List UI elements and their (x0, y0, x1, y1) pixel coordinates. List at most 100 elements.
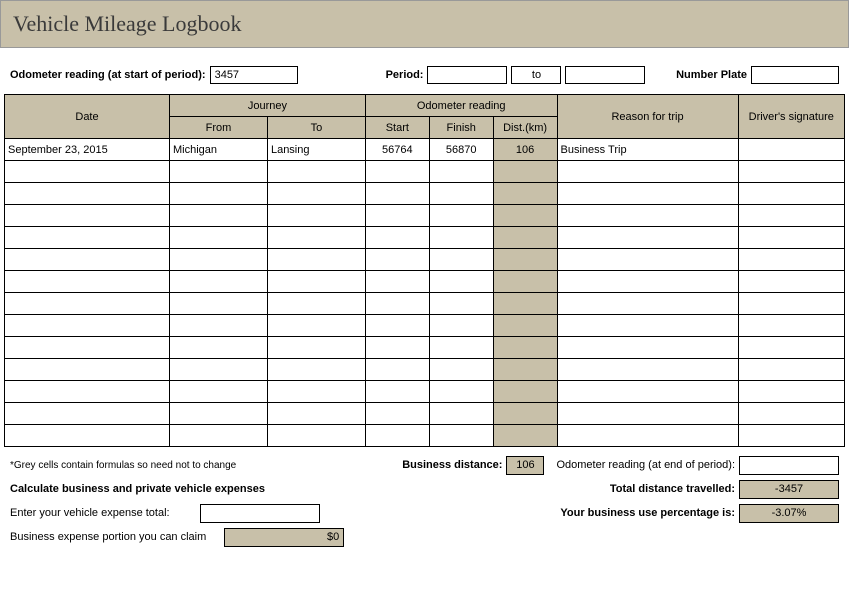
start-cell[interactable] (365, 205, 429, 227)
to-cell[interactable] (267, 403, 365, 425)
to-cell[interactable] (267, 205, 365, 227)
start-cell[interactable] (365, 403, 429, 425)
finish-cell[interactable] (429, 161, 493, 183)
finish-cell[interactable] (429, 271, 493, 293)
signature-cell[interactable] (738, 161, 844, 183)
start-cell[interactable] (365, 249, 429, 271)
date-cell[interactable]: September 23, 2015 (5, 139, 170, 161)
to-cell[interactable] (267, 381, 365, 403)
signature-cell[interactable] (738, 425, 844, 447)
start-cell[interactable] (365, 183, 429, 205)
finish-cell[interactable] (429, 425, 493, 447)
date-cell[interactable] (5, 403, 170, 425)
start-cell[interactable] (365, 271, 429, 293)
signature-cell[interactable] (738, 205, 844, 227)
from-cell[interactable] (170, 249, 268, 271)
to-cell[interactable] (267, 315, 365, 337)
to-cell[interactable] (267, 359, 365, 381)
start-cell[interactable] (365, 425, 429, 447)
date-cell[interactable] (5, 337, 170, 359)
from-cell[interactable] (170, 271, 268, 293)
from-cell[interactable] (170, 227, 268, 249)
reason-cell[interactable] (557, 249, 738, 271)
from-cell[interactable] (170, 161, 268, 183)
signature-cell[interactable] (738, 183, 844, 205)
reason-cell[interactable] (557, 381, 738, 403)
date-cell[interactable] (5, 359, 170, 381)
reason-cell[interactable]: Business Trip (557, 139, 738, 161)
reason-cell[interactable] (557, 205, 738, 227)
start-cell[interactable] (365, 359, 429, 381)
signature-cell[interactable] (738, 359, 844, 381)
reason-cell[interactable] (557, 315, 738, 337)
from-cell[interactable] (170, 359, 268, 381)
date-cell[interactable] (5, 205, 170, 227)
date-cell[interactable] (5, 381, 170, 403)
reason-cell[interactable] (557, 337, 738, 359)
to-cell[interactable] (267, 183, 365, 205)
to-cell[interactable] (267, 227, 365, 249)
date-cell[interactable] (5, 249, 170, 271)
finish-cell[interactable] (429, 249, 493, 271)
signature-cell[interactable] (738, 403, 844, 425)
finish-cell[interactable] (429, 205, 493, 227)
from-cell[interactable] (170, 315, 268, 337)
signature-cell[interactable] (738, 337, 844, 359)
start-cell[interactable] (365, 337, 429, 359)
start-cell[interactable]: 56764 (365, 139, 429, 161)
reason-cell[interactable] (557, 161, 738, 183)
date-cell[interactable] (5, 183, 170, 205)
reason-cell[interactable] (557, 403, 738, 425)
odometer-end-input[interactable] (739, 456, 839, 475)
date-cell[interactable] (5, 315, 170, 337)
from-cell[interactable] (170, 425, 268, 447)
reason-cell[interactable] (557, 227, 738, 249)
from-cell[interactable] (170, 205, 268, 227)
finish-cell[interactable]: 56870 (429, 139, 493, 161)
period-end-input[interactable] (565, 66, 645, 84)
signature-cell[interactable] (738, 315, 844, 337)
from-cell[interactable] (170, 183, 268, 205)
date-cell[interactable] (5, 161, 170, 183)
period-start-input[interactable] (427, 66, 507, 84)
date-cell[interactable] (5, 293, 170, 315)
to-cell[interactable] (267, 425, 365, 447)
signature-cell[interactable] (738, 139, 844, 161)
from-cell[interactable] (170, 403, 268, 425)
finish-cell[interactable] (429, 293, 493, 315)
finish-cell[interactable] (429, 403, 493, 425)
to-cell[interactable] (267, 293, 365, 315)
finish-cell[interactable] (429, 183, 493, 205)
start-cell[interactable] (365, 227, 429, 249)
from-cell[interactable]: Michigan (170, 139, 268, 161)
finish-cell[interactable] (429, 337, 493, 359)
to-cell[interactable] (267, 161, 365, 183)
start-cell[interactable] (365, 293, 429, 315)
number-plate-input[interactable] (751, 66, 839, 84)
reason-cell[interactable] (557, 293, 738, 315)
reason-cell[interactable] (557, 271, 738, 293)
date-cell[interactable] (5, 227, 170, 249)
reason-cell[interactable] (557, 425, 738, 447)
from-cell[interactable] (170, 337, 268, 359)
to-cell[interactable] (267, 337, 365, 359)
reason-cell[interactable] (557, 183, 738, 205)
to-cell[interactable]: Lansing (267, 139, 365, 161)
odometer-start-input[interactable]: 3457 (210, 66, 298, 84)
finish-cell[interactable] (429, 381, 493, 403)
finish-cell[interactable] (429, 315, 493, 337)
start-cell[interactable] (365, 315, 429, 337)
start-cell[interactable] (365, 381, 429, 403)
expense-total-input[interactable] (200, 504, 320, 523)
finish-cell[interactable] (429, 359, 493, 381)
signature-cell[interactable] (738, 271, 844, 293)
signature-cell[interactable] (738, 249, 844, 271)
date-cell[interactable] (5, 425, 170, 447)
from-cell[interactable] (170, 381, 268, 403)
finish-cell[interactable] (429, 227, 493, 249)
signature-cell[interactable] (738, 293, 844, 315)
from-cell[interactable] (170, 293, 268, 315)
signature-cell[interactable] (738, 381, 844, 403)
to-cell[interactable] (267, 271, 365, 293)
signature-cell[interactable] (738, 227, 844, 249)
